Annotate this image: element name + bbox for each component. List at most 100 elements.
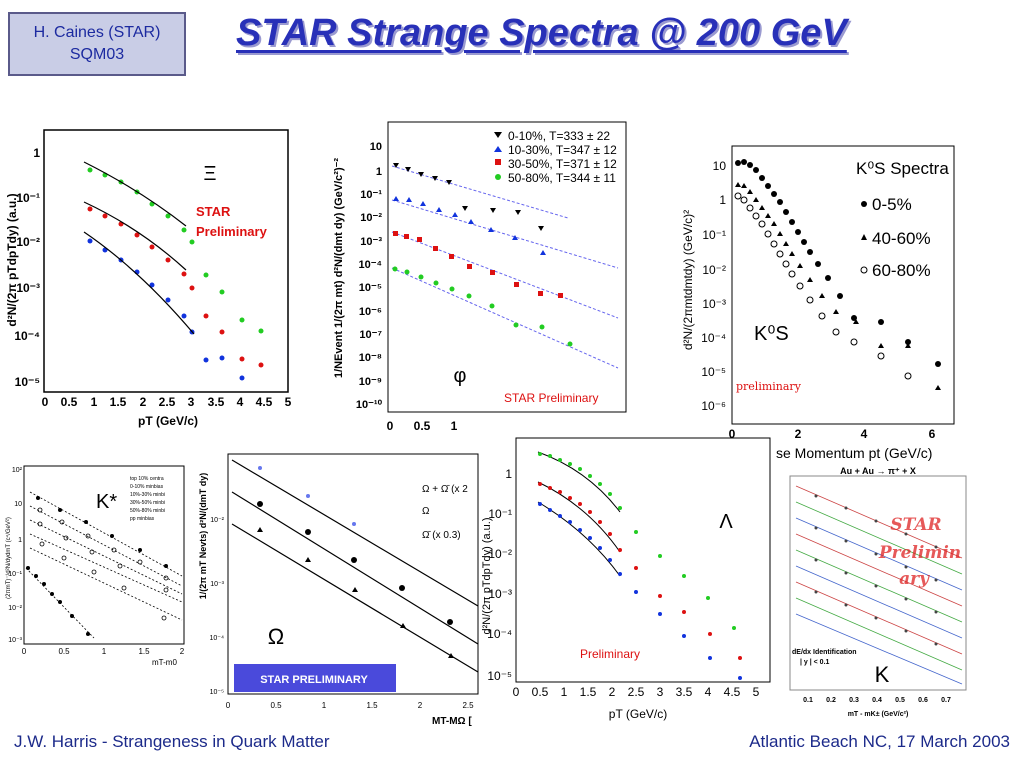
svg-text:ary: ary [899,569,930,589]
xi-xtick: 0 [42,395,49,409]
lambda-series-blue [538,502,742,680]
svg-text:10: 10 [713,159,727,173]
k0s-plot-frame [731,145,955,425]
svg-text:1: 1 [33,146,40,160]
phi-series-red [393,231,563,298]
xi-particle-label: Ξ [204,163,217,185]
svg-text:0: 0 [22,647,27,656]
kaon-fit-lines [795,485,963,685]
svg-text:4: 4 [861,427,868,441]
svg-text:1: 1 [451,419,458,433]
k0s-y-ticks: 10 1 10⁻¹ 10⁻² 10⁻³ 10⁻⁴ 10⁻⁵ 10⁻⁶ [701,159,726,413]
svg-text:1: 1 [719,193,726,207]
author-box: H. Caines (STAR) SQM03 [8,12,186,76]
svg-text:6: 6 [929,427,936,441]
svg-text:2: 2 [180,647,185,656]
svg-text:10-30%, T=347 ± 12: 10-30%, T=347 ± 12 [508,143,617,157]
kstar-x-axis-label: mT-m0 [152,658,177,667]
lambda-y-ticks: 1 10⁻¹ 10⁻² 10⁻³ 10⁻⁴ 10⁻⁵ [487,467,512,683]
xi-xtick: 4.5 [256,395,273,409]
kstar-plot-frame [23,465,185,645]
svg-text:1: 1 [376,166,382,178]
svg-text:10⁻⁶: 10⁻⁶ [701,399,726,413]
svg-text:10⁻⁸: 10⁻⁸ [359,352,382,364]
phi-y-axis-label: 1/NEvent 1/(2π mt) d²N/(dmt dy) (GeV/c²)… [333,158,345,379]
slide-title: STAR Strange Spectra @ 200 GeV [236,12,847,54]
omega-fit-lines [231,459,479,673]
svg-text:1: 1 [102,647,107,656]
kstar-y-ticks: 10² 10 1 10⁻¹ 10⁻² 10⁻³ [8,467,22,644]
lambda-series-green [538,452,736,630]
omega-plot-frame [227,453,479,695]
kstar-y-axis-label: (2πmT)⁻¹d²N/dydmT (c⁴/GeV²) [5,517,12,599]
svg-text:4: 4 [705,685,712,699]
lambda-spectrum-panel: Λ Preliminary 1 10⁻¹ 10⁻² 10⁻³ 10⁻⁴ 10⁻⁵… [478,436,776,732]
k0s-x-ticks: 0 2 4 6 [729,427,936,441]
kaon-x-axis-label: mT - mK± (GeV/c²) [848,711,909,718]
svg-text:10⁻³: 10⁻³ [210,581,224,588]
k0s-series-40-60 [735,182,941,390]
phi-series-black [393,163,544,231]
lambda-x-axis-label: pT (GeV/c) [609,707,667,721]
xi-xtick: 2.5 [159,395,176,409]
svg-text:10⁻⁴: 10⁻⁴ [487,627,512,641]
svg-text:5: 5 [753,685,760,699]
kstar-spectrum-plot: top 10% centra 0-10% minbias 10%-30% min… [5,465,185,667]
svg-text:1.5: 1.5 [366,701,378,710]
svg-text:0.5: 0.5 [58,647,70,656]
omega-x-axis-label: MT-MΩ [ [432,716,472,727]
xi-xtick: 1.5 [110,395,127,409]
k0s-preliminary-note: preliminary [736,380,802,393]
phi-fit-lines [391,165,619,369]
svg-text:30-50%, T=371 ± 12: 30-50%, T=371 ± 12 [508,157,617,171]
svg-text:0.1: 0.1 [803,697,813,704]
svg-text:2.5: 2.5 [462,701,474,710]
lambda-preliminary-note: Preliminary [580,647,640,661]
k0s-particle-label: K⁰S [754,323,789,345]
svg-text:0.6: 0.6 [918,697,928,704]
phi-particle-label: φ [454,365,467,387]
omega-spectrum-panel: Ω + Ω̄ (x 2 Ω Ω̄ (x 0.3) STAR PRELIMINAR… [192,446,480,728]
svg-text:10: 10 [370,141,382,153]
svg-text:10⁻¹: 10⁻¹ [488,507,512,521]
svg-text:0-5%: 0-5% [872,195,912,214]
phi-spectrum-plot: 0-10%, T=333 ± 22 10-30%, T=347 ± 12 30-… [333,121,627,433]
svg-text:10⁻⁴: 10⁻⁴ [210,635,225,642]
svg-text:pp minbias: pp minbias [130,516,155,522]
svg-text:40-60%: 40-60% [872,229,931,248]
svg-text:1.5: 1.5 [138,647,150,656]
xi-preliminary-line2: Preliminary [196,224,268,239]
svg-text:30%-50% minbi: 30%-50% minbi [130,500,165,506]
omega-y-axis-label: 1/(2π mT Nevts) d²N/(dmT dy) [198,473,208,599]
svg-text:10⁻⁴: 10⁻⁴ [359,259,382,271]
kstar-open-points [37,507,169,621]
svg-text:0.5: 0.5 [532,685,549,699]
footer-presenter: J.W. Harris - Strangeness in Quark Matte… [14,732,330,751]
xi-series-green [87,167,264,334]
kaon-watermark: STAR Prelimin ary [878,515,961,589]
svg-text:10⁻³: 10⁻³ [360,236,382,248]
svg-text:0.7: 0.7 [941,697,951,704]
xi-xtick: 4 [237,395,244,409]
svg-text:0.2: 0.2 [826,697,836,704]
svg-text:10%-30% minbi: 10%-30% minbi [130,492,165,498]
xi-xtick: 0.5 [61,395,78,409]
kstar-spectrum-panel: top 10% centra 0-10% minbias 10%-30% min… [0,458,190,668]
kaon-points [814,494,938,646]
kstar-x-ticks: 0 0.5 1 1.5 2 [22,647,185,656]
footer-venue-date: Atlantic Beach NC, 17 March 2003 [749,732,1010,751]
svg-text:10⁻⁹: 10⁻⁹ [359,376,382,388]
k0s-series-0-5 [735,159,941,367]
omega-legend: Ω + Ω̄ (x 2 Ω Ω̄ (x 0.3) [422,484,468,541]
xi-xtick: 5 [285,395,292,409]
svg-text:STAR: STAR [890,515,941,535]
xi-xtick: 1 [91,395,98,409]
k0s-x-axis-label: se Momentum pt (GeV/c) [776,445,932,461]
omega-particle-label: Ω [268,624,284,649]
phi-series-green [392,266,573,347]
k0s-y-axis-label: d²N/(2πmtdmtdy) (GeV/c)² [681,210,695,350]
svg-text:1: 1 [561,685,568,699]
svg-text:50%-80% minbi: 50%-80% minbi [130,508,165,514]
kaon-reaction-label: Au + Au → π⁺ + X [840,466,916,476]
svg-text:0-10%, T=333 ± 22: 0-10%, T=333 ± 22 [508,129,610,143]
